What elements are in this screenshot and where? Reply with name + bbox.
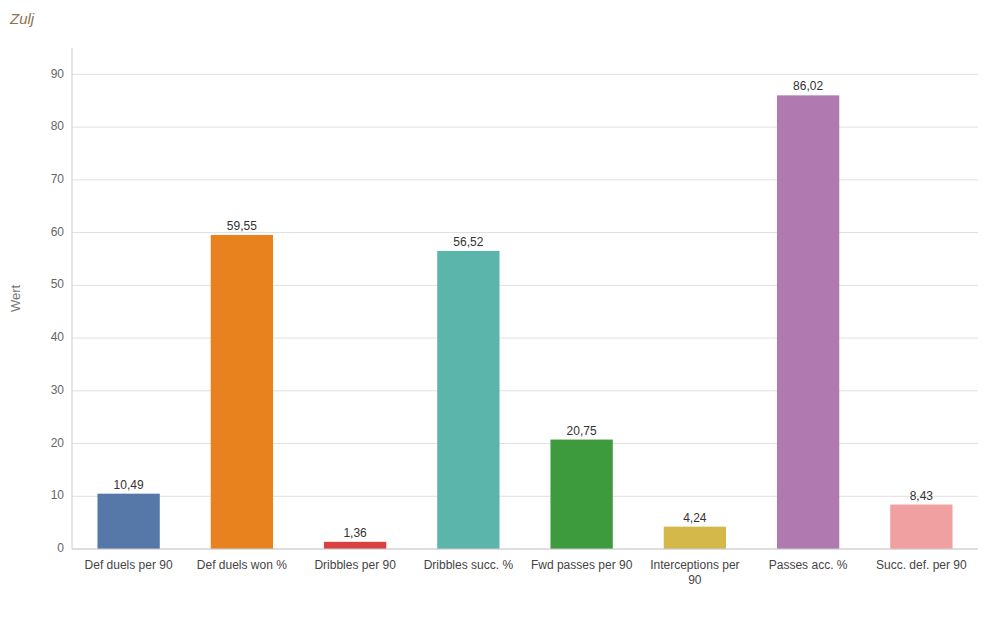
y-tick-label: 10 bbox=[51, 488, 65, 502]
x-tick-label: Fwd passes per 90 bbox=[531, 558, 633, 572]
bars bbox=[97, 95, 952, 549]
x-axis-line bbox=[72, 549, 978, 550]
data-label: 1,36 bbox=[343, 526, 367, 540]
y-tick-label: 40 bbox=[51, 330, 65, 344]
x-tick-label: Dribbles succ. % bbox=[424, 558, 514, 572]
y-ticks: 0 10 20 30 40 50 60 70 80 90 bbox=[51, 67, 65, 556]
x-tick-label: Interceptions per90 bbox=[650, 558, 739, 587]
data-labels: 10,49 59,55 1,36 56,52 20,75 4,24 86,02 8,43 bbox=[114, 79, 934, 539]
y-tick-label: 90 bbox=[51, 67, 65, 81]
x-tick-label: Def duels per 90 bbox=[85, 558, 173, 572]
grid-line bbox=[72, 179, 978, 180]
y-axis-line bbox=[72, 48, 73, 549]
bar bbox=[777, 95, 839, 549]
grid-line bbox=[72, 127, 978, 128]
title: Zulj bbox=[9, 10, 35, 27]
grid-line bbox=[72, 285, 978, 286]
grid-line bbox=[72, 338, 978, 339]
grid-line bbox=[72, 549, 978, 550]
data-label: 59,55 bbox=[227, 219, 257, 233]
data-label: 10,49 bbox=[114, 478, 144, 492]
bar bbox=[97, 494, 159, 549]
y-tick-label: 50 bbox=[51, 277, 65, 291]
data-label: 56,52 bbox=[453, 235, 483, 249]
y-tick-label: 20 bbox=[51, 436, 65, 450]
bar bbox=[324, 542, 386, 549]
x-tick-label: Dribbles per 90 bbox=[314, 558, 396, 572]
grid-line bbox=[72, 232, 978, 233]
y-axis-label: Wert bbox=[8, 285, 23, 313]
x-tick-label: Passes acc. % bbox=[769, 558, 848, 572]
grid-line bbox=[72, 443, 978, 444]
bar bbox=[211, 235, 273, 549]
chart-container: Zulj Wert 0 10 20 30 40 50 60 70 80 90 10,49 59,55 1,3… bbox=[0, 0, 1000, 627]
bar bbox=[437, 251, 499, 549]
chart: Zulj Wert 0 10 20 30 40 50 60 70 80 90 10,49 59,55 1,3… bbox=[0, 0, 1000, 627]
y-tick-label: 30 bbox=[51, 383, 65, 397]
x-tick-label: Def duels won % bbox=[197, 558, 287, 572]
y-tick-label: 80 bbox=[51, 119, 65, 133]
grid-line bbox=[72, 74, 978, 75]
bar bbox=[550, 440, 612, 549]
data-label: 20,75 bbox=[567, 424, 597, 438]
grid bbox=[72, 74, 978, 549]
grid-line bbox=[72, 496, 978, 497]
data-label: 86,02 bbox=[793, 79, 823, 93]
bar bbox=[890, 505, 952, 549]
data-label: 4,24 bbox=[683, 511, 707, 525]
x-tick-label: Succ. def. per 90 bbox=[876, 558, 967, 572]
x-ticks: Def duels per 90 Def duels won % Dribbles … bbox=[85, 558, 967, 587]
y-tick-label: 60 bbox=[51, 225, 65, 239]
grid-line bbox=[72, 390, 978, 391]
bar bbox=[664, 527, 726, 549]
y-tick-label: 70 bbox=[51, 172, 65, 186]
y-tick-label: 0 bbox=[57, 541, 64, 555]
data-label: 8,43 bbox=[910, 489, 934, 503]
